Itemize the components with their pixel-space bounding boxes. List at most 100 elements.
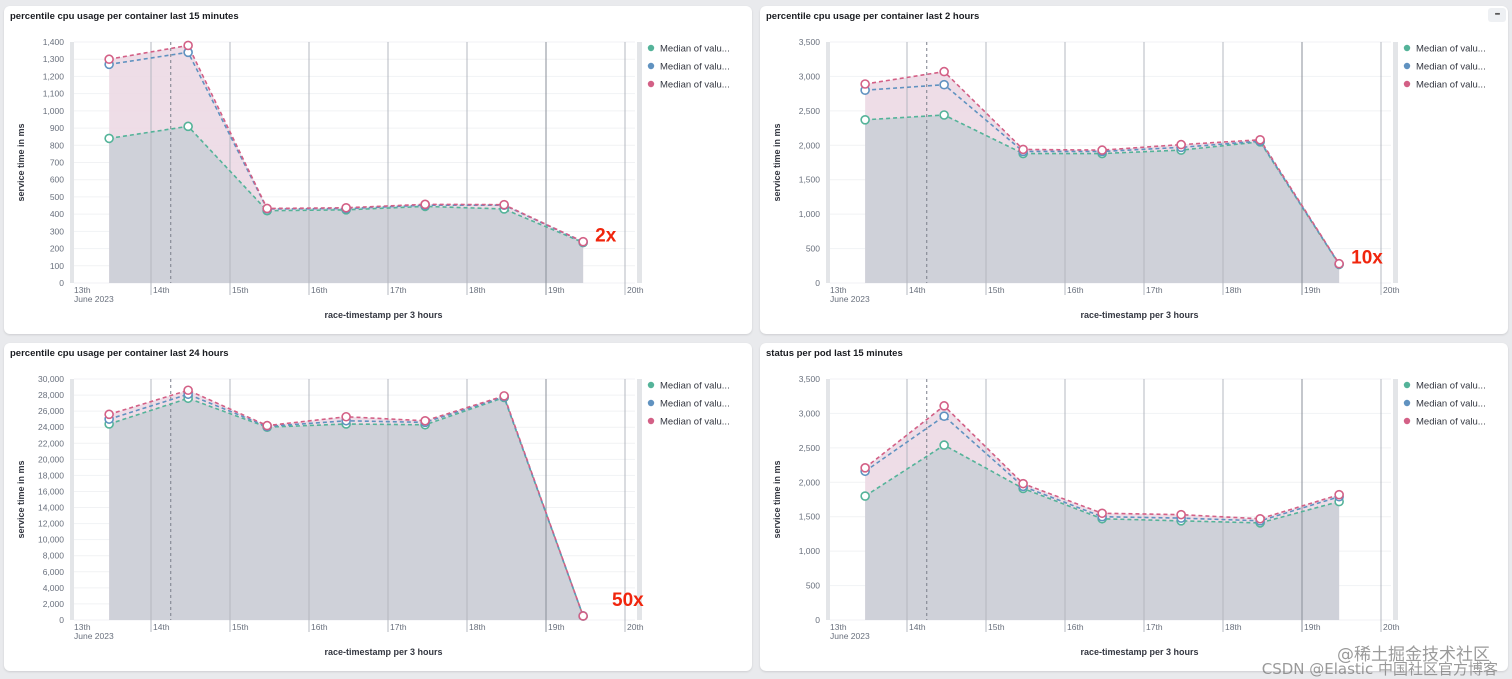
y-tick-label: 26,000 xyxy=(38,406,64,416)
x-tick-sublabel: June 2023 xyxy=(830,631,870,641)
x-tick-label: 14th xyxy=(153,622,170,632)
x-tick-label: 20th xyxy=(1383,285,1400,295)
data-point-pink xyxy=(578,611,588,621)
y-tick-label: 2,500 xyxy=(799,106,821,116)
y-tick-label: 3,500 xyxy=(799,37,821,47)
data-point-pink xyxy=(104,409,114,420)
chart-status-15m: 0 500 1,000 1,500 2,000 2,500 3,000 3,500 13th 14… xyxy=(772,374,1486,657)
panel-title: percentile cpu usage per container last … xyxy=(766,11,980,22)
data-point-pink xyxy=(183,385,193,396)
y-axis-title: service time in ms xyxy=(16,123,26,201)
x-tick-label: 15th xyxy=(988,285,1005,295)
legend-swatch-blue xyxy=(647,399,655,407)
legend-swatch-green xyxy=(647,44,655,52)
annotation-multiplier: 50x xyxy=(612,590,644,611)
legend-item: Median of valu... xyxy=(660,62,730,73)
data-point-pink xyxy=(1018,478,1028,489)
x-axis-title: race-timestamp per 3 hours xyxy=(324,310,442,320)
y-axis-line xyxy=(826,379,830,620)
panel-status-15m: status per pod last 15 minutes 0 500 1,000… xyxy=(760,343,1508,671)
panel-options-button[interactable]: ▪▪▪ xyxy=(1488,8,1506,22)
legend-item: Median of valu... xyxy=(1416,381,1486,392)
x-tick-sublabel: June 2023 xyxy=(830,294,870,304)
y-axis-line xyxy=(826,42,830,283)
panel-title: percentile cpu usage per container last … xyxy=(10,348,229,359)
chart-cpu-2h: 0 500 1,000 1,500 2,000 2,500 3,000 3,500 13th 14… xyxy=(772,37,1486,320)
area-fill xyxy=(865,445,1340,620)
legend-swatch-pink xyxy=(647,80,655,88)
legend-swatch-green xyxy=(1403,381,1411,389)
y-axis-line xyxy=(70,42,74,283)
watermark-line2: CSDN @Elastic 中国社区官方博客 xyxy=(1261,660,1498,678)
y-tick-label: 0 xyxy=(815,615,820,625)
x-tick-label: 19th xyxy=(548,622,565,632)
y-tick-label: 8,000 xyxy=(43,551,65,561)
data-point-green xyxy=(860,491,870,501)
legend-swatch-blue xyxy=(1403,399,1411,407)
x-tick-label: 15th xyxy=(988,622,1005,632)
y-tick-label: 16,000 xyxy=(38,486,64,496)
data-point-pink xyxy=(1334,489,1344,500)
plot-right-border xyxy=(637,379,642,620)
y-tick-label: 2,000 xyxy=(799,140,821,150)
data-point-pink xyxy=(1255,134,1265,145)
legend-item: Median of valu... xyxy=(1416,399,1486,410)
data-point-pink xyxy=(860,463,870,473)
x-tick-label: 13th xyxy=(830,285,847,295)
data-point-pink xyxy=(578,236,588,247)
legend-swatch-green xyxy=(1403,44,1411,52)
data-point-green xyxy=(183,121,193,132)
data-point-blue xyxy=(939,79,949,90)
x-tick-label: 13th xyxy=(74,285,91,295)
y-axis-title: service time in ms xyxy=(16,460,26,538)
x-tick-label: 16th xyxy=(1067,622,1084,632)
y-tick-label: 18,000 xyxy=(38,470,64,480)
x-tick-label: 14th xyxy=(909,622,926,632)
legend-item: Median of valu... xyxy=(660,44,730,55)
y-tick-label: 1,400 xyxy=(43,37,65,47)
x-tick-sublabel: June 2023 xyxy=(74,294,114,304)
y-tick-label: 500 xyxy=(50,192,64,202)
x-axis-title: race-timestamp per 3 hours xyxy=(1080,647,1198,657)
x-tick-label: 18th xyxy=(1225,622,1242,632)
y-axis-title: service time in ms xyxy=(772,123,782,201)
panel-cpu-2h: percentile cpu usage per container last … xyxy=(760,6,1508,334)
y-tick-label: 1,000 xyxy=(43,106,65,116)
x-tick-label: 15th xyxy=(232,285,249,295)
y-tick-label: 2,000 xyxy=(43,599,65,609)
y-tick-label: 0 xyxy=(59,615,64,625)
area-fill xyxy=(865,114,1340,283)
annotation-multiplier: 2x xyxy=(595,226,617,247)
y-tick-label: 0 xyxy=(815,278,820,288)
x-tick-label: 18th xyxy=(469,622,486,632)
plot-right-border xyxy=(1393,42,1398,283)
y-tick-label: 1,000 xyxy=(799,546,821,556)
y-axis-title: service time in ms xyxy=(772,460,782,538)
data-point-green xyxy=(939,440,949,450)
y-tick-label: 14,000 xyxy=(38,503,64,513)
y-tick-label: 900 xyxy=(50,123,64,133)
y-tick-label: 600 xyxy=(50,175,64,185)
y-tick-label: 200 xyxy=(50,244,64,254)
legend-item: Median of valu... xyxy=(660,399,730,410)
data-point-pink xyxy=(104,54,114,65)
legend-item: Median of valu... xyxy=(660,417,730,428)
x-axis-title: race-timestamp per 3 hours xyxy=(324,647,442,657)
annotation-multiplier: 10x xyxy=(1351,248,1383,269)
legend-item: Median of valu... xyxy=(660,381,730,392)
data-point-pink xyxy=(860,79,870,89)
area-fill xyxy=(109,397,584,620)
area-fill xyxy=(109,126,584,283)
data-point-pink xyxy=(420,199,430,210)
x-tick-label: 17th xyxy=(390,622,407,632)
y-tick-label: 30,000 xyxy=(38,374,64,384)
y-tick-label: 3,000 xyxy=(799,71,821,81)
panel-title: percentile cpu usage per container last … xyxy=(10,11,239,22)
x-tick-label: 14th xyxy=(153,285,170,295)
data-point-green xyxy=(860,115,870,125)
legend-item: Median of valu... xyxy=(1416,62,1486,73)
ellipsis-icon: ▪▪▪ xyxy=(1494,11,1501,18)
legend-item: Median of valu... xyxy=(1416,80,1486,91)
data-point-pink xyxy=(939,66,949,77)
y-tick-label: 400 xyxy=(50,209,64,219)
